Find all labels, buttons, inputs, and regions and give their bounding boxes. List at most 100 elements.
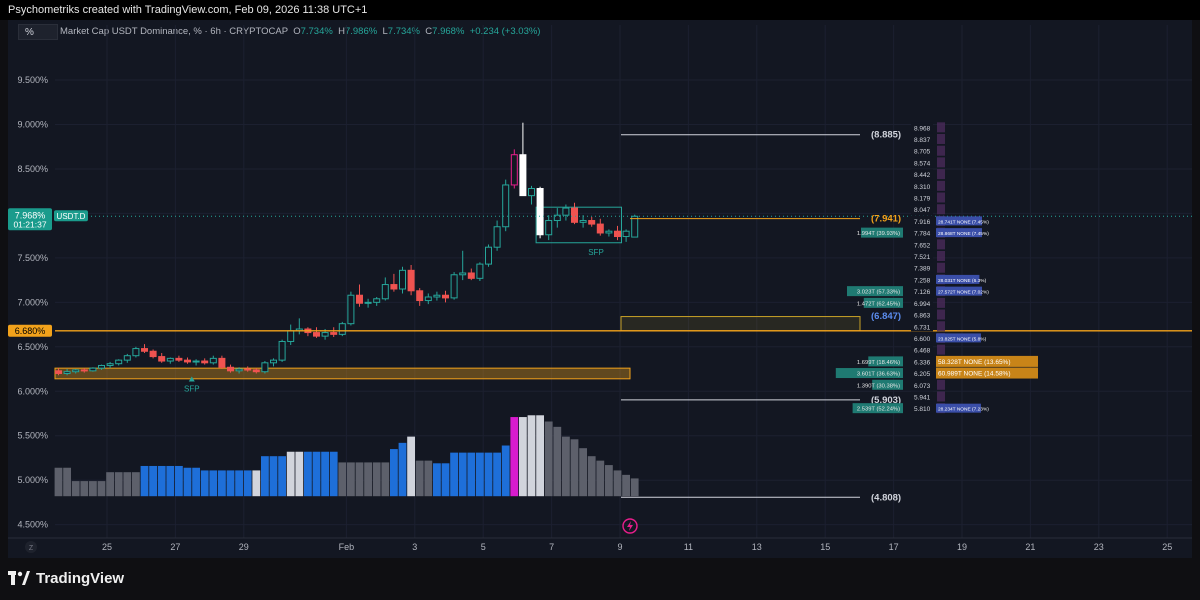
scale-button[interactable]	[25, 541, 37, 553]
profile-bar-label: 58.328T NONE (13.65%)	[938, 359, 1011, 366]
candle	[72, 369, 80, 373]
candle	[459, 272, 467, 276]
tradingview-brand[interactable]: TradingView	[8, 567, 124, 589]
candle	[218, 357, 226, 368]
volume-bar	[200, 470, 209, 497]
y-tick-label: 7.000%	[17, 297, 48, 307]
profile-bar-right	[936, 333, 981, 343]
sfp-arrow-icon	[188, 376, 195, 382]
volume-bar	[106, 472, 114, 497]
candle	[399, 269, 406, 290]
volume-bar	[493, 452, 501, 497]
profile-stub	[937, 204, 945, 215]
profile-level: 6.731	[914, 324, 931, 331]
candle	[545, 220, 553, 236]
profile-stub	[937, 391, 945, 402]
candle	[407, 269, 415, 292]
profile-bar-label: 28.741T NONE (7.45%)	[938, 219, 989, 225]
candle	[614, 230, 621, 238]
footer	[0, 558, 1200, 600]
profile-level: 5.810	[914, 406, 931, 413]
profile-bar-label: 60.989T NONE (14.58%)	[938, 371, 1011, 378]
volume-bar	[407, 436, 415, 497]
replay-icon[interactable]	[622, 518, 638, 534]
x-tick-label: 5	[481, 542, 486, 552]
volume-bar	[321, 451, 329, 497]
volume-bar	[553, 426, 562, 497]
legend-change: +0.234 (+3.03%)	[469, 26, 541, 37]
symbol-tag	[54, 210, 88, 222]
profile-level: 8.837	[914, 137, 931, 144]
y-tick-label: 9.000%	[17, 119, 48, 129]
volume-bar	[329, 451, 338, 497]
profile-level: 7.916	[914, 219, 931, 226]
legend-high: 7.986%	[344, 26, 378, 37]
profile-level: 8.047	[914, 207, 931, 214]
candle	[553, 214, 561, 222]
profile-level: 6.205	[914, 371, 931, 378]
profile-level-bg	[911, 368, 933, 379]
price-tag-countdown: 01:21:37	[13, 219, 46, 229]
profile-bar-right	[936, 403, 981, 413]
unit-button[interactable]: %	[18, 24, 58, 40]
profile-level-bg	[911, 297, 933, 308]
volume-bar	[527, 415, 536, 497]
volume-bar	[252, 470, 261, 497]
profile-level-bg	[911, 204, 933, 215]
candle	[166, 357, 174, 362]
legend-close: 7.968%	[432, 26, 465, 37]
volume-bar	[458, 452, 467, 497]
candle	[287, 330, 295, 342]
profile-stub	[937, 297, 945, 308]
support-zone	[54, 367, 631, 380]
volume-bar	[570, 439, 579, 497]
price-chart[interactable]: (8.885) (7.941) (6.847) (5.903) (4.808) SFP SF…	[0, 0, 1200, 558]
candle	[519, 154, 527, 197]
volume-bar	[613, 470, 622, 497]
volume-bar	[544, 421, 553, 497]
candle	[115, 359, 123, 365]
profile-level-bg	[911, 133, 933, 144]
candle	[485, 246, 492, 265]
y-tick-label: 9.500%	[17, 75, 48, 85]
candle	[201, 360, 209, 364]
candle	[416, 290, 424, 302]
volume-bar	[519, 417, 527, 497]
volume-bar	[157, 465, 166, 497]
volume-bar	[278, 456, 286, 497]
candle	[356, 294, 363, 304]
volume-bar	[80, 481, 89, 497]
y-tick-label: 4.500%	[17, 520, 48, 530]
profile-level: 8.310	[914, 184, 931, 191]
candle	[270, 359, 277, 364]
volume-bar	[97, 481, 106, 497]
volume-bar	[536, 415, 544, 497]
profile-level-bg	[911, 157, 933, 168]
volume-bar	[261, 456, 269, 497]
x-tick-label: 9	[617, 542, 622, 552]
profile-bar-right	[936, 216, 982, 226]
profile-bar-left	[872, 379, 903, 390]
volume-bar	[390, 449, 398, 497]
volume-bar	[424, 460, 433, 497]
profile-level: 7.126	[914, 289, 931, 296]
volume-bar	[63, 467, 71, 497]
profile-bar-label: 23.825T NONE (5.8%)	[938, 336, 987, 342]
candle	[347, 294, 355, 325]
x-tick-label: 15	[820, 542, 830, 552]
profile-bar-label: 3.601T (36.63%)	[857, 372, 900, 378]
legend-low: 7.734%	[387, 26, 421, 37]
volume-bar	[467, 452, 476, 497]
candle	[98, 364, 105, 369]
candle	[209, 357, 217, 364]
profile-bar-right	[936, 355, 1038, 367]
y-tick-label: 5.000%	[17, 475, 48, 485]
volume-bar	[372, 462, 381, 497]
chart-legend: Market Cap USDT Dominance, % · 6h · CRYP…	[60, 26, 540, 37]
volume-bar	[295, 451, 304, 497]
profile-stub	[937, 379, 945, 390]
volume-bar	[149, 465, 157, 497]
candle	[450, 274, 458, 299]
legend-title: Market Cap USDT Dominance, % · 6h · CRYP…	[60, 26, 288, 37]
volume-bar	[476, 452, 484, 497]
